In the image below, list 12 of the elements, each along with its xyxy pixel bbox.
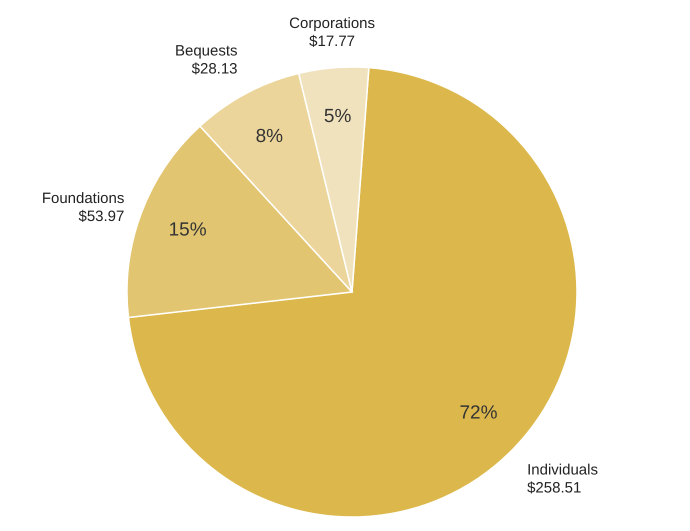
data-label: 8% (256, 126, 284, 148)
data-label: 15% (168, 220, 207, 241)
data-label: 5% (324, 106, 352, 128)
text: $17.77 (309, 32, 356, 50)
slice-label: Individuals (527, 461, 598, 478)
slice-label: Bequests (174, 42, 238, 60)
text: $28.13 (192, 60, 238, 78)
text: $258.51 (527, 479, 582, 496)
data-label: 72% (459, 402, 498, 424)
text: $53.97 (78, 208, 124, 225)
slice-label: Corporations (289, 14, 376, 32)
slice-label: Foundations (42, 190, 124, 207)
